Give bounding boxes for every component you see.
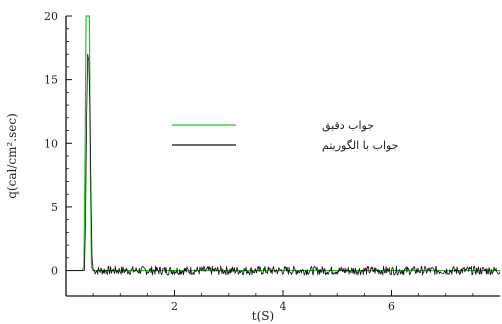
y-tick-label: 0 (51, 265, 58, 278)
axes: 0 5 10 15 20 2 4 6 (44, 10, 500, 313)
x-tick-label: 6 (388, 300, 395, 313)
legend-label: جواب با الگوریتم (322, 139, 398, 152)
y-tick-label: 20 (44, 10, 58, 23)
series-layer (66, 15, 501, 276)
y-tick-label: 5 (51, 201, 58, 214)
x-axis-title: t(S) (252, 309, 274, 323)
x-tick-label: 4 (280, 300, 287, 313)
series-algorithm-line (66, 53, 501, 276)
y-axis-title: q(cal/cm².sec) (5, 113, 19, 199)
y-tick-label: 10 (44, 137, 58, 150)
legend: جواب دقیق جواب با الگوریتم (172, 119, 398, 152)
legend-label: جواب دقیق (322, 119, 374, 133)
y-tick-label: 15 (44, 74, 58, 87)
x-tick-label: 2 (171, 300, 178, 313)
series-exact-line (66, 15, 500, 272)
